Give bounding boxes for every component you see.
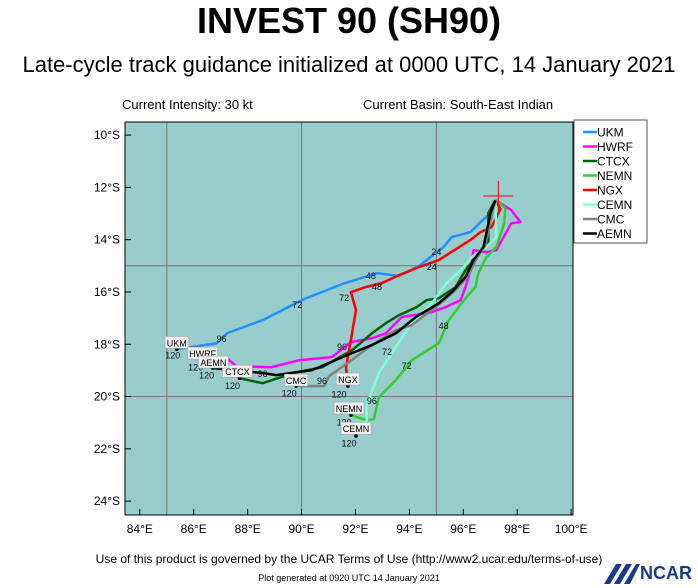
forecast-hour-label: 96 [337,342,347,352]
y-tick-label: 18°S [94,337,120,351]
forecast-hour-label: 120 [282,389,297,399]
model-tag-box [164,336,189,349]
forecast-hour-label: 72 [382,347,392,357]
y-tick-label: 24°S [94,494,120,508]
legend-label: NEMN [597,169,632,183]
forecast-hour-label: 72 [402,361,412,371]
model-tag: NGX [338,375,358,385]
track-line [204,200,522,369]
forecast-hour-label: 96 [367,396,377,406]
current-basin: Current Basin: South-East Indian [363,97,554,112]
y-tick-label: 10°S [94,128,120,142]
forecast-hour-label: 48 [439,321,449,331]
model-tag: UKM [167,338,187,348]
terms-of-use: Use of this product is governed by the U… [95,552,603,566]
plot-background [125,122,573,515]
forecast-hour-label: 120 [332,389,347,399]
legend-label: HWRF [597,140,633,154]
model-tag-box [222,364,253,378]
legend-label: UKM [597,126,624,140]
track-end-point [354,434,358,438]
plot-generated: Plot generated at 0920 UTC 14 January 20… [258,573,440,583]
current-intensity: Current Intensity: 30 kt [122,97,253,112]
model-tag-box [340,421,372,435]
forecast-hour-label: 96 [257,369,267,379]
track-line [350,199,507,422]
y-tick-label: 12°S [94,180,120,194]
model-tag: HWRF [189,349,216,359]
forecast-hour-label: 96 [317,376,327,386]
chart-title: INVEST 90 (SH90) [196,0,502,41]
model-tag: CTCX [225,367,250,377]
model-tag: AEMN [200,358,226,368]
forecast-hour-label: 96 [216,334,226,344]
x-tick-label: 96°E [450,522,476,536]
forecast-hour-label: 24 [427,262,437,272]
x-tick-label: 86°E [181,522,207,536]
x-tick-label: 98°E [504,522,530,536]
ncar-logo-text: NCAR [640,562,692,583]
x-tick-label: 88°E [235,522,261,536]
forecast-hour-label: 24 [431,247,441,257]
x-tick-label: 90°E [288,522,314,536]
forecast-hour-label: 48 [372,282,382,292]
forecast-hour-label: 120 [188,362,203,372]
forecast-hour-label: 120 [199,370,214,380]
track-line [212,199,497,377]
y-tick-label: 16°S [94,285,120,299]
forecast-hour-label: 120 [225,381,240,391]
track-line [354,200,498,437]
legend-label: NGX [597,184,623,198]
y-tick-label: 20°S [94,390,120,404]
forecast-hour-label: 120 [165,351,180,361]
chart-subtitle: Late-cycle track guidance initialized at… [22,52,676,77]
track-cemn [354,200,498,438]
legend-label: AEMN [597,227,632,241]
x-tick-label: 94°E [396,522,422,536]
model-tag-box [333,401,365,415]
x-tick-label: 84°E [127,522,153,536]
forecast-hour-label: 72 [292,300,302,310]
ncar-logo: NCAR [604,563,692,584]
model-tag-box [335,372,360,386]
model-tag-box [284,373,309,387]
legend-label: CTCX [597,155,630,169]
plot-frame [124,121,574,516]
model-tag: CEMN [343,424,370,434]
model-tag: NEMN [336,404,363,414]
y-tick-label: 22°S [94,442,120,456]
model-tag-box [198,355,229,369]
forecast-hour-label: 72 [339,293,349,303]
forecast-hour-label: 120 [341,438,356,448]
legend-label: CMC [597,213,625,227]
x-tick-label: 92°E [342,522,368,536]
x-tick-label: 100°E [555,522,588,536]
ncar-logo-stripes-icon [604,564,640,584]
legend-box [573,119,648,244]
model-tag: CMC [286,376,307,386]
forecast-hour-label: 48 [366,271,376,281]
legend-label: CEMN [597,198,632,212]
y-tick-label: 14°S [94,233,120,247]
